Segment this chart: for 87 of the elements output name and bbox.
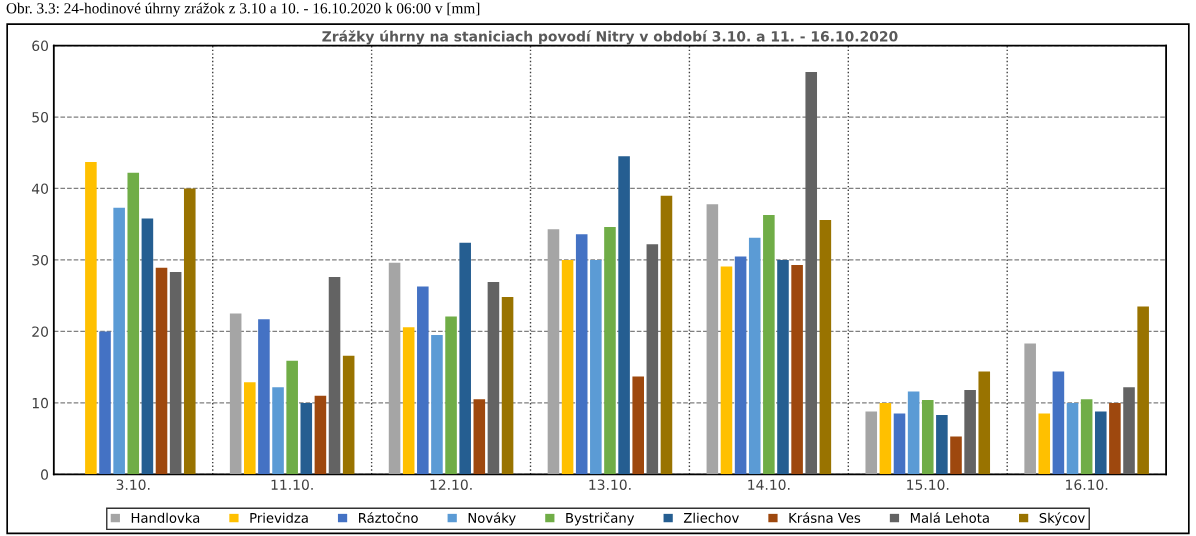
bar [328,277,341,475]
bar [893,413,906,475]
chart-title: Zrážky úhrny na staniciach povodí Nitry v období 3.10. a 11. - 16.10.2020 [322,30,898,45]
bar [85,162,97,475]
bar [183,188,196,475]
bar [748,237,761,475]
y-tick-label: 10 [32,397,49,409]
bar [155,267,168,475]
x-tick-label: 3.10. [116,479,150,490]
bar [805,72,818,475]
bar [258,319,270,475]
bar [342,355,355,475]
bar [388,262,401,475]
text: Obr. 3.3: 24-hodinové úhrny zrážok z 3.10 a 10. - 16.10.2020 k 06:00 v [mm] [6,2,480,17]
bar [590,259,602,475]
legend-label: Ráztočno [359,512,418,523]
bar [1038,413,1051,475]
bar [720,266,733,475]
bar [229,313,242,475]
bar [1052,371,1065,475]
bar [964,390,976,475]
legend-label: Zliechov [683,512,739,523]
bar [1123,387,1135,475]
x-tick-label: 14.10. [748,479,790,490]
bar [819,219,832,475]
bar [978,371,991,475]
bar [487,282,500,475]
bar [547,229,560,475]
legend-label: Prievidza [250,512,308,523]
bar [561,259,574,475]
bar [879,402,892,475]
bar [169,272,182,475]
bar [734,256,747,475]
legend-label: Malá Lehota [910,512,989,523]
legend-label: Skýcov [1039,512,1085,526]
bar [660,195,673,475]
bar [646,244,659,475]
bar [763,214,775,475]
bar [706,204,719,475]
bar [950,436,962,475]
bar [417,286,429,475]
bar [314,395,327,475]
legend-label: Krásna Ves [789,512,861,523]
y-tick-label: 60 [32,40,49,52]
bar [272,387,284,475]
bar [1094,411,1107,475]
bar [244,382,256,475]
bar [459,242,471,475]
bar [632,376,644,475]
bar [1066,402,1079,475]
bar [1137,306,1149,475]
bar [907,391,920,475]
bar [286,360,298,475]
bar [865,411,878,475]
bar [1080,399,1093,475]
y-tick-label: 40 [31,183,49,194]
bar [921,400,934,475]
y-tick-label: 20 [32,326,49,337]
bar [1024,343,1036,475]
bar [431,335,443,475]
bar [618,156,630,475]
bar [575,234,588,475]
bar [1109,402,1121,475]
bar [501,297,514,475]
bar [936,415,948,475]
bar [604,227,616,475]
bar [791,264,803,475]
bar [113,207,125,475]
bar [141,218,154,475]
y-tick-label: 30 [32,254,49,266]
bar [445,316,457,475]
x-tick-label: 16.10. [1066,479,1108,490]
bar [777,259,789,475]
x-tick-label: 12.10. [430,479,472,490]
legend-label: Nováky [468,512,516,526]
bar [99,331,111,475]
bar [300,402,313,475]
bar [127,172,140,475]
x-tick-label: 15.10. [907,479,949,490]
y-tick-label: 50 [32,112,49,123]
x-tick-label: 13.10. [589,479,631,490]
y-tick-label: 0 [41,469,49,480]
legend-label: Handlovka [131,512,200,523]
legend-label: Bystričany [566,512,635,526]
x-tick-label: 11.10. [271,479,313,490]
bar [402,327,415,475]
bar [473,399,486,475]
